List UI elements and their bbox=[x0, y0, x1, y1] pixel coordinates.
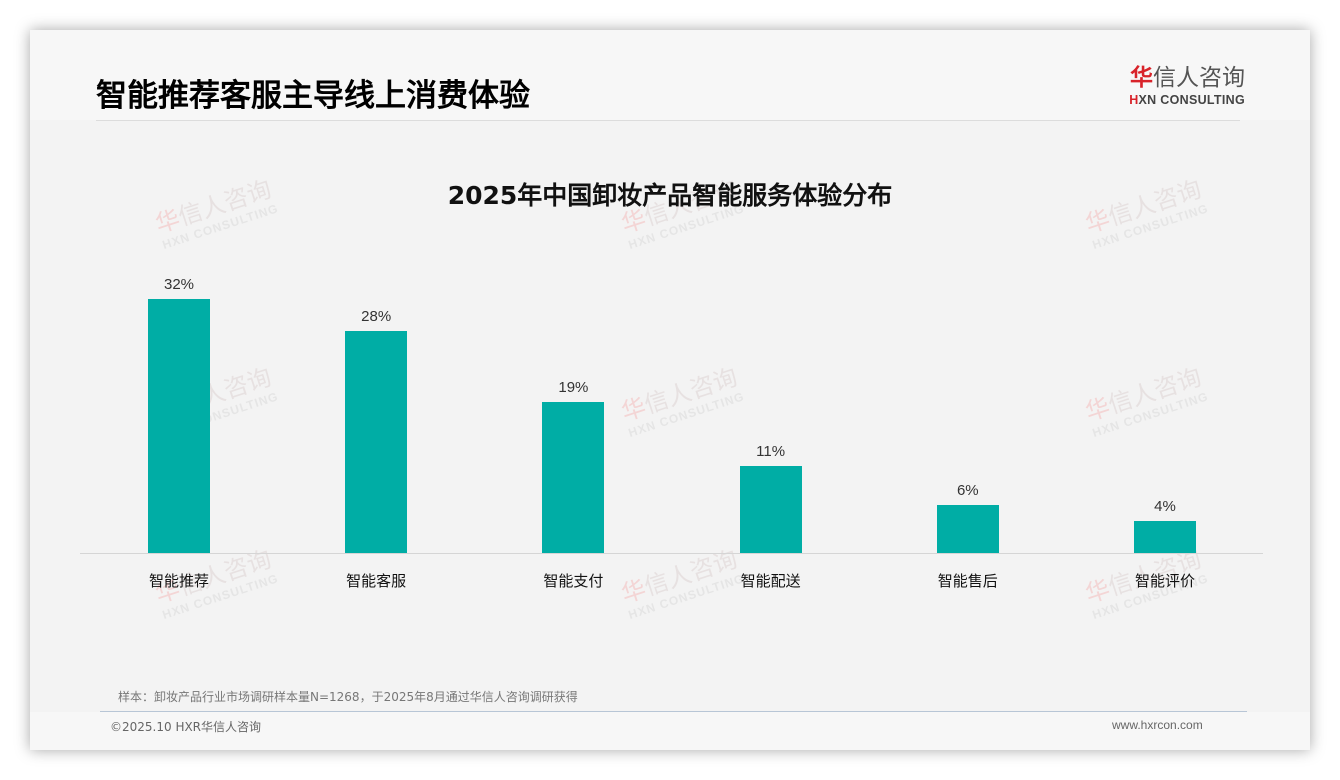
company-logo: 华信人咨询 HXN CONSULTING bbox=[1110, 64, 1245, 108]
bar-value-label: 4% bbox=[1154, 498, 1176, 516]
page-title: 智能推荐客服主导线上消费体验 bbox=[96, 78, 530, 114]
footer-band bbox=[30, 712, 1310, 750]
bar-value-label: 11% bbox=[756, 442, 786, 460]
bar bbox=[345, 330, 408, 553]
logo-cn-text: 信人咨询 bbox=[1153, 65, 1245, 91]
category-label: 智能售后 bbox=[937, 572, 998, 590]
logo-red-char: 华 bbox=[1130, 65, 1153, 91]
website-link[interactable]: www.hxrcon.com bbox=[1112, 718, 1203, 732]
sample-note: 样本：卸妆产品行业市场调研样本量N=1268，于2025年8月通过华信人咨询调研… bbox=[118, 690, 578, 704]
header-band bbox=[30, 30, 1310, 120]
bar-value-label: 32% bbox=[163, 276, 195, 293]
category-label: 智能支付 bbox=[543, 572, 604, 590]
footer-divider bbox=[100, 711, 1247, 712]
logo-chinese: 华信人咨询 bbox=[1110, 64, 1245, 92]
logo-en-text: XN CONSULTING bbox=[1138, 93, 1245, 107]
chart-title: 2025年中国卸妆产品智能服务体验分布 bbox=[447, 181, 893, 210]
bar bbox=[1134, 521, 1196, 553]
logo-english: HXN CONSULTING bbox=[1110, 92, 1245, 108]
category-label: 智能客服 bbox=[346, 572, 407, 590]
category-label: 智能评价 bbox=[1134, 572, 1195, 590]
bar-value-label: 6% bbox=[956, 482, 979, 500]
bar bbox=[739, 465, 802, 553]
slide: 智能推荐客服主导线上消费体验 华信人咨询 HXN CONSULTING 华信人咨… bbox=[30, 30, 1310, 750]
copyright-text: ©2025.10 HXR华信人咨询 bbox=[110, 720, 262, 734]
category-label: 智能推荐 bbox=[148, 572, 209, 590]
bar bbox=[542, 402, 605, 553]
bar-value-label: 19% bbox=[558, 379, 589, 397]
bar-value-label: 28% bbox=[361, 307, 392, 325]
x-axis-line bbox=[80, 553, 1263, 554]
bar bbox=[936, 505, 999, 553]
category-label: 智能配送 bbox=[740, 572, 801, 590]
title-divider bbox=[96, 120, 1240, 121]
logo-en-mark: H bbox=[1129, 93, 1139, 107]
bar bbox=[148, 299, 210, 553]
